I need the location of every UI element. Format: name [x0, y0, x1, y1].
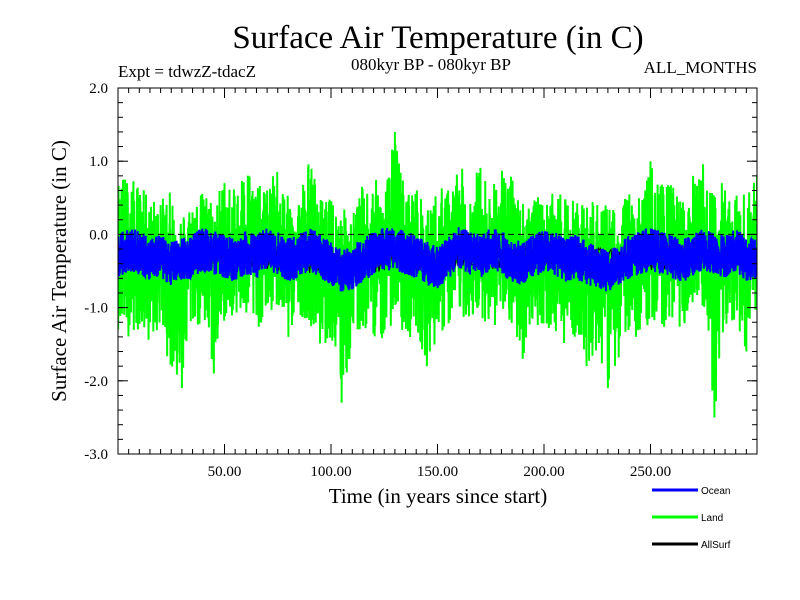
y-tick-label: -2.0: [84, 374, 108, 390]
experiment-label: Expt = tdwzZ-tdacZ: [118, 62, 256, 81]
x-axis-label: Time (in years since start): [329, 484, 548, 508]
series-line-ocean: [118, 227, 757, 292]
y-tick-label: -1.0: [84, 301, 108, 317]
chart-title: Surface Air Temperature (in C): [232, 20, 643, 56]
months-label: ALL_MONTHS: [644, 58, 757, 77]
legend-label-land: Land: [701, 513, 723, 524]
x-tick-label: 150.00: [417, 464, 458, 480]
period-label: 080kyr BP - 080kyr BP: [351, 55, 511, 74]
legend-label-ocean: Ocean: [701, 486, 730, 497]
axes: 50.00 100.00 150.00 200.00 250.00 2.0 1.0 0.0 -1…: [84, 81, 758, 480]
x-tick-label: 250.00: [630, 464, 671, 480]
y-axis-label: Surface Air Temperature (in C): [47, 140, 71, 402]
x-tick-label: 50.00: [208, 464, 242, 480]
y-tick-label: 0.0: [89, 227, 108, 243]
legend-label-allsurf: AllSurf: [701, 540, 731, 551]
plot-data: [118, 131, 757, 418]
x-tick-label: 200.00: [523, 464, 564, 480]
y-tick-label: 2.0: [89, 81, 108, 97]
series-line-land: [118, 131, 757, 418]
x-tick-label: 100.00: [310, 464, 351, 480]
y-tick-label: -3.0: [84, 447, 108, 463]
legend: Ocean Land AllSurf: [652, 486, 731, 551]
y-tick-label: 1.0: [89, 154, 108, 170]
